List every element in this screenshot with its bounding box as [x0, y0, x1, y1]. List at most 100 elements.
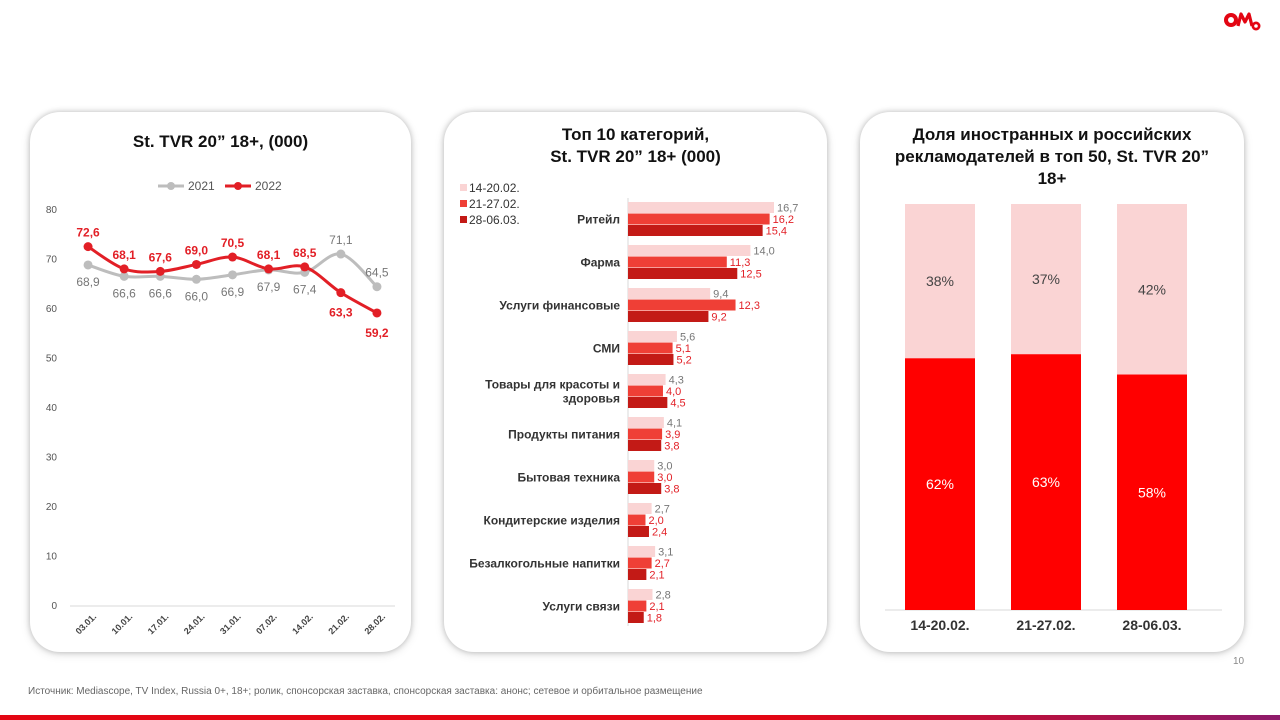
data-label-2021: 68,9 [76, 275, 100, 289]
data-point-2022 [228, 252, 237, 262]
data-label-2021: 66,0 [185, 289, 209, 303]
segment-label-bottom: 63% [1032, 474, 1060, 490]
bar-value-label: 2,8 [655, 590, 670, 602]
bar-segment-top [905, 204, 975, 359]
bar-value-label: 3,8 [664, 484, 679, 496]
legend-label: 14-20.02. [469, 181, 520, 195]
data-label-2021: 67,4 [293, 282, 317, 296]
x-tick-label: 28-06.03. [1122, 617, 1181, 633]
x-tick-label: 24.01. [182, 611, 207, 636]
bar-2 [628, 514, 646, 526]
bar-value-label: 15,4 [766, 226, 787, 238]
data-label-2022: 68,1 [257, 248, 281, 262]
segment-label-top: 42% [1138, 281, 1166, 297]
segment-label-bottom: 58% [1138, 484, 1166, 500]
bar-value-label: 14,0 [753, 246, 774, 258]
bar-3 [628, 612, 644, 623]
category-label: Услуги связи [543, 599, 620, 613]
bar-3 [628, 569, 647, 580]
bar-1 [628, 288, 711, 299]
bar-1 [628, 589, 653, 600]
bar-3 [628, 268, 738, 279]
data-point-2022 [83, 242, 93, 252]
bar-2 [628, 600, 647, 612]
y-tick-label: 0 [51, 601, 57, 612]
line-chart-panel: St. TVR 20” 18+, (000) 0 10 20 30 40 50 60 70 80… [30, 112, 411, 652]
bar-2 [628, 557, 652, 569]
data-label-2021: 71,1 [329, 233, 353, 247]
data-point-2021 [336, 249, 346, 259]
x-tick-label: 21-27.02. [1016, 617, 1075, 633]
bar-3 [628, 311, 709, 322]
x-tick-label: 03.01. [74, 611, 99, 636]
bar-value-label: 2,7 [655, 558, 670, 570]
source-note: Источник: Mediascope, TV Index, Russia 0… [28, 686, 703, 697]
data-label-2021: 67,9 [257, 280, 281, 294]
bar-value-label: 11,3 [730, 257, 751, 269]
bar-value-label: 12,3 [739, 300, 760, 312]
bar-value-label: 2,0 [648, 515, 663, 527]
category-bar-panel: Топ 10 категорий, St. TVR 20” 18+ (000) … [444, 112, 827, 652]
x-tick-label: 14-20.02. [910, 617, 969, 633]
y-tick-label: 70 [46, 255, 58, 266]
y-tick-label: 30 [46, 453, 58, 464]
segment-label-bottom: 62% [926, 476, 954, 492]
bar-value-label: 5,1 [676, 343, 691, 355]
data-label-2022: 59,2 [365, 326, 389, 340]
legend-marker-2022 [234, 182, 242, 190]
bottom-accent-bar [0, 715, 1280, 720]
y-tick-label: 60 [46, 304, 58, 315]
x-tick-label: 28.02. [362, 611, 387, 636]
bar-3 [628, 526, 649, 537]
bar-2 [628, 428, 663, 440]
category-label: Продукты питания [508, 427, 620, 441]
bar-2 [628, 256, 727, 268]
category-chart-title-line1: Топ 10 категорий, [561, 125, 710, 144]
data-label-2022: 69,0 [185, 243, 209, 257]
bar-value-label: 3,1 [658, 547, 673, 559]
category-bar-chart: 14-20.02. 21-27.02. 28-06.03. Ритейл 16,716,… [460, 181, 798, 626]
bar-value-label: 3,9 [665, 429, 680, 441]
x-tick-label: 21.02. [326, 611, 351, 636]
data-label-2021: 64,5 [365, 266, 389, 280]
category-label: Бытовая техника [517, 470, 620, 484]
bar-1 [628, 460, 655, 471]
category-label: Фарма [581, 255, 621, 269]
bar-value-label: 12,5 [740, 269, 761, 281]
bar-value-label: 3,0 [657, 461, 672, 473]
bar-3 [628, 225, 763, 236]
bar-3 [628, 354, 674, 365]
x-tick-label: 14.02. [290, 611, 315, 636]
omd-logo [1224, 12, 1261, 31]
category-label: СМИ [593, 341, 620, 355]
bar-value-label: 9,2 [711, 312, 726, 324]
share-chart-title: Доля иностранных и российских рекламодат… [860, 124, 1244, 190]
legend-label: 28-06.03. [469, 213, 520, 227]
bar-segment-bottom [905, 358, 975, 610]
category-label: здоровья [563, 391, 620, 405]
bar-segment-top [1011, 204, 1081, 355]
data-point-2022 [264, 264, 274, 274]
y-tick-label: 10 [46, 552, 58, 563]
bar-2 [628, 385, 663, 397]
data-label-2022: 70,5 [221, 236, 245, 250]
legend-swatch [460, 184, 467, 191]
data-point-2022 [119, 264, 129, 274]
data-point-2022 [372, 308, 382, 318]
data-label-2022: 67,6 [149, 250, 173, 264]
category-label: Ритейл [577, 212, 620, 226]
data-label-2022: 72,6 [76, 226, 100, 240]
category-label: Товары для красоты и [485, 377, 620, 391]
bar-3 [628, 397, 668, 408]
data-label-2022: 63,3 [329, 306, 353, 320]
segment-label-top: 37% [1032, 271, 1060, 287]
data-point-2021 [228, 270, 237, 280]
bar-value-label: 4,5 [670, 398, 685, 410]
bar-segment-bottom [1011, 354, 1081, 610]
data-point-2022 [300, 262, 310, 272]
share-chart-title-line1: Доля иностранных и российских [912, 125, 1192, 144]
y-tick-label: 80 [46, 205, 58, 216]
bar-2 [628, 213, 770, 225]
bar-value-label: 9,4 [713, 289, 728, 301]
bar-1 [628, 331, 677, 342]
